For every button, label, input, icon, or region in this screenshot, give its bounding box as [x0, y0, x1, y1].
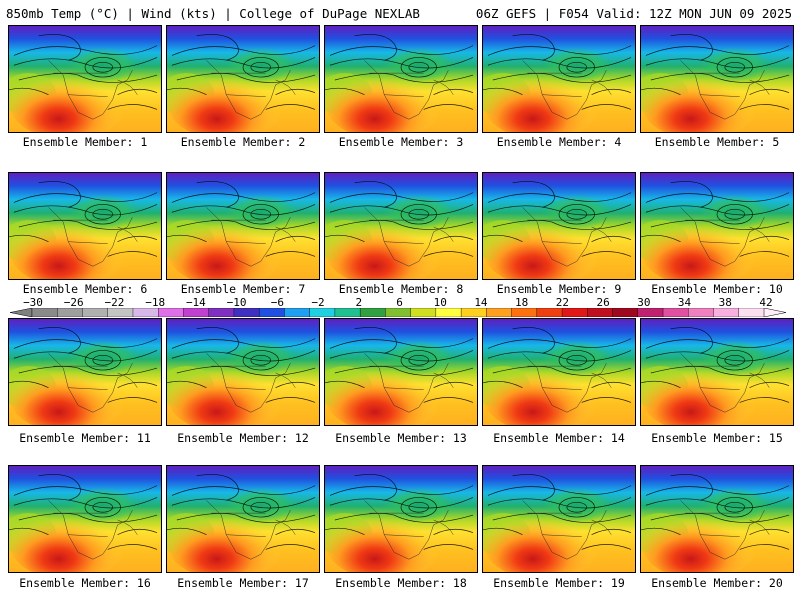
colorbar-swatch	[31, 308, 58, 317]
ensemble-member-map	[324, 318, 478, 426]
ensemble-member-map	[640, 465, 794, 573]
colorbar-tick-label: 18	[515, 296, 529, 309]
ensemble-member-map	[8, 318, 162, 426]
colorbar-swatch	[688, 308, 715, 317]
ensemble-member-map	[482, 318, 636, 426]
colorbar-max-arrow	[763, 308, 786, 317]
colorbar-swatch	[158, 308, 184, 317]
ensemble-member-map	[324, 172, 478, 280]
colorbar-swatch	[82, 308, 109, 317]
ensemble-member-label: Ensemble Member: 18	[335, 576, 467, 590]
ensemble-member-map	[8, 25, 162, 133]
ensemble-member-label: Ensemble Member: 15	[651, 431, 783, 445]
ensemble-member-label: Ensemble Member: 7	[180, 282, 306, 296]
colorbar-swatch	[738, 308, 765, 317]
colorbar-swatch	[385, 308, 412, 317]
valid-time: 06Z GEFS | F054 Valid: 12Z MON JUN 09 20…	[475, 6, 792, 21]
ensemble-member-map	[482, 25, 636, 133]
ensemble-member-label: Ensemble Member: 14	[493, 431, 625, 445]
colorbar-tick-label: −14	[185, 296, 206, 309]
ensemble-member-label: Ensemble Member: 5	[654, 135, 780, 149]
ensemble-member-label: Ensemble Member: 13	[335, 431, 467, 445]
ensemble-member-label: Ensemble Member: 2	[180, 135, 306, 149]
ensemble-member-map	[324, 465, 478, 573]
ensemble-member-map	[166, 318, 320, 426]
colorbar-swatch	[486, 308, 513, 317]
colorbar-swatch	[107, 308, 134, 317]
colorbar-swatch	[662, 308, 689, 317]
colorbar-swatch	[334, 308, 361, 317]
colorbar-swatch	[536, 308, 563, 317]
colorbar-tick-label: −26	[63, 296, 84, 309]
ensemble-member-label: Ensemble Member: 8	[338, 282, 464, 296]
colorbar-tick-label: 10	[433, 296, 447, 309]
ensemble-member-label: Ensemble Member: 3	[338, 135, 464, 149]
ensemble-member-map	[324, 25, 478, 133]
colorbar-swatch	[435, 308, 462, 317]
temperature-colorbar	[10, 308, 786, 317]
ensemble-member-label: Ensemble Member: 9	[496, 282, 622, 296]
ensemble-member-label: Ensemble Member: 4	[496, 135, 622, 149]
colorbar-swatch	[57, 308, 83, 317]
ensemble-member-map	[640, 25, 794, 133]
colorbar-tick-label: 38	[718, 296, 732, 309]
colorbar-min-arrow	[10, 308, 33, 317]
ensemble-member-map	[482, 465, 636, 573]
colorbar-swatch	[713, 308, 740, 317]
colorbar-tick-label: 30	[637, 296, 651, 309]
colorbar-swatch	[637, 308, 664, 317]
colorbar-swatch	[208, 308, 235, 317]
colorbar-tick-label: 6	[396, 296, 403, 309]
colorbar-swatch	[309, 308, 336, 317]
ensemble-member-map	[166, 172, 320, 280]
colorbar-tick-label: −2	[311, 296, 325, 309]
colorbar-tick-label: 2	[355, 296, 363, 309]
ensemble-member-label: Ensemble Member: 20	[651, 576, 783, 590]
ensemble-member-map	[166, 25, 320, 133]
ensemble-member-label: Ensemble Member: 16	[19, 576, 151, 590]
colorbar-swatch	[460, 308, 487, 317]
colorbar-swatch	[410, 308, 437, 317]
colorbar-swatch	[587, 308, 614, 317]
colorbar-tick-label: −6	[270, 296, 284, 309]
colorbar-tick-label: −10	[226, 296, 247, 309]
ensemble-member-map	[640, 318, 794, 426]
colorbar-tick-label: −30	[23, 296, 43, 309]
colorbar-tick-label: 42	[759, 296, 773, 309]
ensemble-member-label: Ensemble Member: 10	[651, 282, 783, 296]
colorbar-tick-label: −18	[145, 296, 166, 309]
colorbar-swatch	[561, 308, 588, 317]
ensemble-member-label: Ensemble Member: 12	[177, 431, 309, 445]
colorbar-tick-label: 22	[555, 296, 569, 309]
map-title: 850mb Temp (°C) | Wind (kts) | College o…	[6, 6, 420, 21]
colorbar-tick-label: 34	[677, 296, 692, 309]
colorbar-tick-label: 14	[474, 296, 488, 309]
colorbar-swatch	[359, 308, 386, 317]
colorbar-swatch	[258, 308, 285, 317]
colorbar-swatch	[284, 308, 311, 317]
ensemble-member-label: Ensemble Member: 1	[22, 135, 148, 149]
ensemble-member-label: Ensemble Member: 11	[19, 431, 151, 445]
ensemble-member-label: Ensemble Member: 19	[493, 576, 625, 590]
colorbar-swatch	[612, 308, 639, 317]
ensemble-member-map	[8, 172, 162, 280]
ensemble-member-map	[482, 172, 636, 280]
ensemble-member-map	[8, 465, 162, 573]
colorbar-swatch	[132, 308, 159, 317]
ensemble-member-map	[166, 465, 320, 573]
colorbar-swatch	[233, 308, 260, 317]
colorbar-tick-label: 26	[596, 296, 610, 309]
colorbar-swatch	[511, 308, 538, 317]
ensemble-member-label: Ensemble Member: 17	[177, 576, 309, 590]
ensemble-member-map	[640, 172, 794, 280]
ensemble-member-label: Ensemble Member: 6	[22, 282, 148, 296]
colorbar-tick-label: −22	[104, 296, 125, 309]
colorbar-swatch	[183, 308, 210, 317]
colorbar-labels: −30 −26 −22 −18 −14 −10 −6 −2 2 6 10 14 18 22 26 30 34 38…	[0, 296, 800, 309]
